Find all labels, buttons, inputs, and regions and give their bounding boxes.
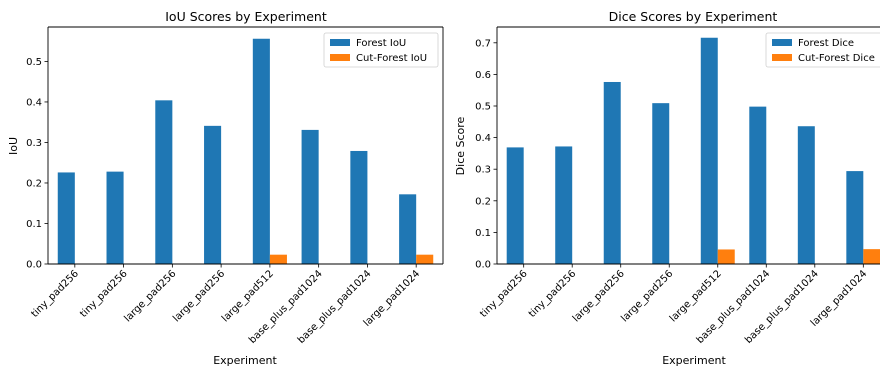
- iou-y-tick-label: 0.4: [26, 97, 42, 108]
- dice-bar-forest-2: [603, 81, 621, 264]
- iou-y-tick-label: 0.5: [26, 57, 42, 68]
- dice-legend-label-0: Forest Dice: [798, 38, 854, 49]
- iou-bar-cut-forest-4: [269, 254, 287, 264]
- iou-x-tick-label: large_pad256: [171, 268, 227, 324]
- dice-x-tick-label: large_pad256: [619, 268, 675, 324]
- dice-legend-swatch-1: [772, 54, 792, 61]
- iou-legend-label-1: Cut-Forest IoU: [356, 53, 427, 64]
- iou-bar-forest-6: [350, 150, 368, 264]
- iou-x-tick-label: large_pad256: [122, 268, 178, 324]
- iou-chart-title: IoU Scores by Experiment: [165, 9, 327, 24]
- iou-x-tick-label: large_pad512: [220, 268, 276, 324]
- iou-y-tick-label: 0.1: [26, 219, 42, 230]
- iou-bar-forest-5: [301, 129, 319, 264]
- iou-legend-swatch-0: [330, 39, 350, 46]
- dice-legend-box: [765, 32, 880, 68]
- dice-y-tick-label: 0.3: [475, 165, 491, 176]
- iou-chart: IoU Scores by Experiment IoU Experiment …: [7, 9, 444, 367]
- iou-y-axis-label: IoU: [7, 137, 20, 155]
- iou-bar-forest-2: [155, 100, 173, 264]
- iou-bar-forest-0: [57, 172, 75, 264]
- dice-y-tick-label: 0.6: [475, 70, 491, 81]
- iou-x-axis-label: Experiment: [213, 354, 277, 367]
- dice-x-axis-label: Experiment: [662, 354, 726, 367]
- dice-bar-forest-5: [749, 106, 767, 264]
- iou-bar-cut-forest-7: [416, 254, 434, 264]
- dice-y-tick-label: 0.4: [475, 133, 491, 144]
- iou-x-tick-label: tiny_pad256: [78, 268, 130, 320]
- dice-bar-cut-forest-7: [863, 249, 880, 264]
- iou-x-tick-label: tiny_pad256: [29, 268, 81, 320]
- iou-legend-box: [323, 32, 439, 68]
- iou-bar-forest-3: [204, 125, 222, 264]
- dice-legend-label-1: Cut-Forest Dice: [798, 53, 875, 64]
- iou-bar-forest-7: [399, 194, 417, 264]
- dice-chart: Dice Scores by Experiment Dice Score Exp…: [454, 9, 880, 367]
- dice-legend-swatch-0: [772, 39, 792, 46]
- dice-x-tick-label: tiny_pad256: [478, 268, 530, 320]
- dice-x-tick-label: tiny_pad256: [527, 268, 579, 320]
- dice-y-tick-label: 0.0: [475, 260, 491, 271]
- iou-y-tick-label: 0.3: [26, 138, 42, 149]
- dice-x-tick-label: large_pad512: [668, 268, 724, 324]
- dice-bar-forest-7: [846, 171, 864, 264]
- dice-y-tick-label: 0.2: [475, 196, 491, 207]
- iou-legend-label-0: Forest IoU: [356, 38, 406, 49]
- iou-bar-forest-4: [252, 38, 270, 264]
- dice-bar-forest-1: [555, 146, 573, 264]
- dice-x-tick-label: large_pad256: [571, 268, 627, 324]
- dice-chart-title: Dice Scores by Experiment: [609, 9, 778, 24]
- iou-y-tick-label: 0.2: [26, 178, 42, 189]
- dice-y-tick-label: 0.7: [475, 38, 491, 49]
- dice-y-tick-label: 0.5: [475, 102, 491, 113]
- dice-y-axis-label: Dice Score: [454, 116, 467, 175]
- dice-bar-forest-3: [652, 103, 670, 264]
- iou-y-tick-label: 0.0: [26, 260, 42, 271]
- dice-bar-forest-4: [700, 37, 718, 264]
- dice-y-tick-label: 0.1: [475, 228, 491, 239]
- dice-bar-forest-0: [506, 147, 524, 264]
- iou-bar-forest-1: [106, 171, 124, 264]
- dice-bar-forest-6: [797, 126, 815, 264]
- iou-legend-swatch-1: [330, 54, 350, 61]
- dice-bar-cut-forest-4: [717, 249, 735, 264]
